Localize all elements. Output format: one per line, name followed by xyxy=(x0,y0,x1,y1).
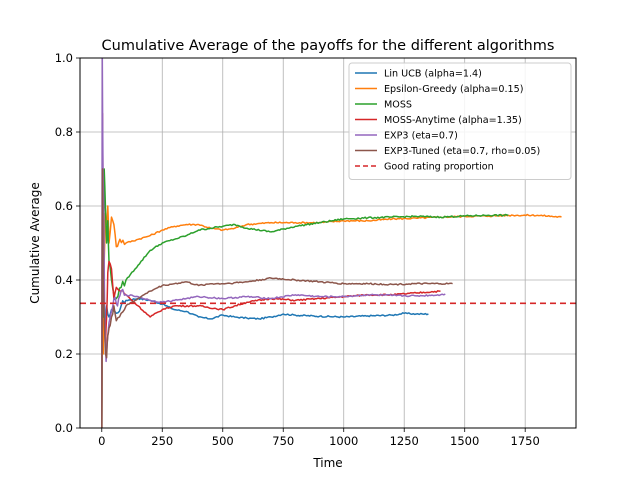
x-tick-label: 1000 xyxy=(329,434,358,448)
series-line-5 xyxy=(101,58,446,428)
x-tick-label: 0 xyxy=(98,434,105,448)
x-tick-label: 250 xyxy=(151,434,173,448)
x-axis-label: Time xyxy=(312,456,342,470)
y-tick-label: 0.4 xyxy=(55,273,73,287)
x-tick-label: 750 xyxy=(272,434,294,448)
series-line-3 xyxy=(101,149,509,428)
x-tick-label: 1500 xyxy=(450,434,479,448)
plot-frame xyxy=(79,57,577,429)
y-axis-label: Cumulative Average xyxy=(28,182,42,304)
series-layer xyxy=(80,58,576,428)
legend-label: MOSS xyxy=(384,100,412,111)
x-axis: 0 250 500 750 1000 1250 1500 1750 xyxy=(98,428,540,448)
legend-label: EXP3 (eta=0.7) xyxy=(384,131,458,142)
legend-label: Good rating proportion xyxy=(384,162,494,173)
legend-box xyxy=(348,62,572,180)
y-tick-label: 1.0 xyxy=(55,51,73,65)
y-tick-label: 0.2 xyxy=(55,347,73,361)
x-tick-label: 1250 xyxy=(390,434,419,448)
chart-title: Cumulative Average of the payoffs for th… xyxy=(102,38,555,54)
legend-label: Epsilon-Greedy (alpha=0.15) xyxy=(384,84,524,95)
legend-label: Lin UCB (alpha=1.4) xyxy=(384,69,482,80)
legend-label: EXP3-Tuned (eta=0.7, rho=0.05) xyxy=(384,146,540,157)
y-tick-label: 0.0 xyxy=(55,421,73,435)
x-tick-label: 500 xyxy=(212,434,234,448)
y-axis: 0.0 0.2 0.4 0.6 0.8 1.0 xyxy=(55,51,80,435)
x-tick-label: 1750 xyxy=(511,434,540,448)
series-line-6 xyxy=(101,168,453,428)
legend: Lin UCB (alpha=1.4) Epsilon-Greedy (alpha… xyxy=(348,62,572,180)
legend-label: MOSS-Anytime (alpha=1.35) xyxy=(384,115,522,126)
y-tick-label: 0.8 xyxy=(55,125,73,139)
y-tick-label: 0.6 xyxy=(55,199,73,213)
